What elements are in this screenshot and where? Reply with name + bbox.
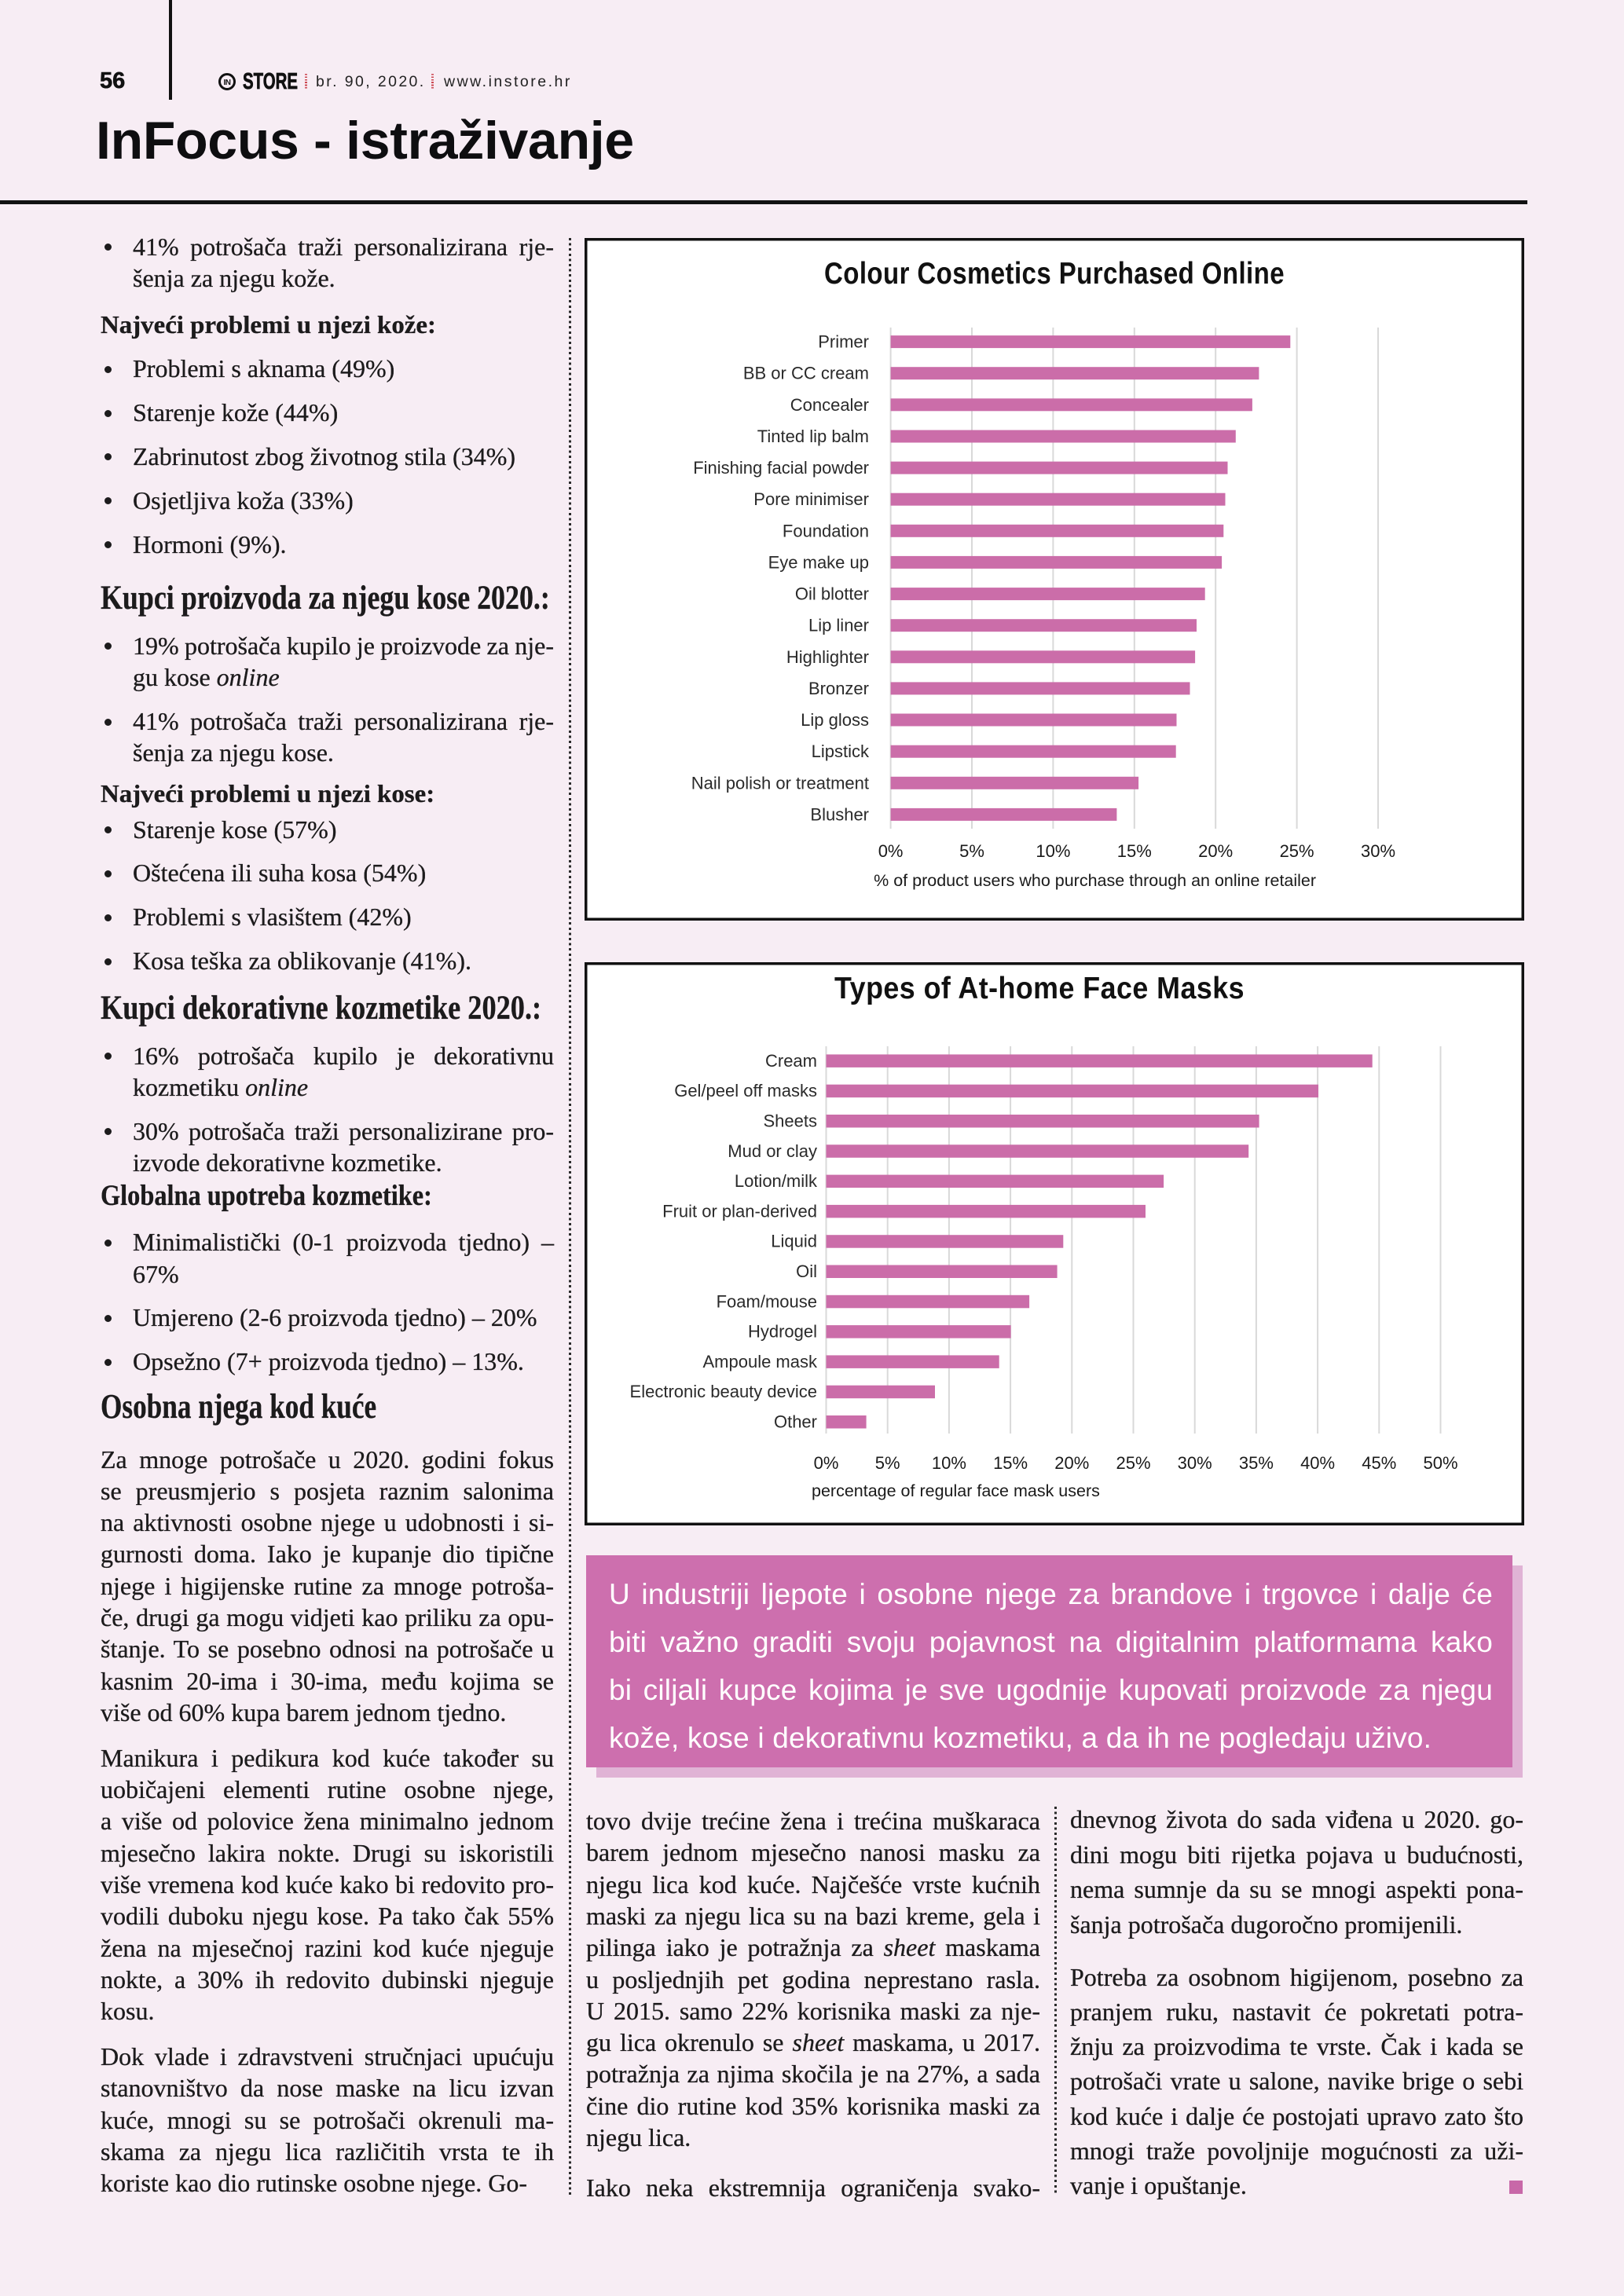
svg-text:Sheets: Sheets bbox=[764, 1111, 818, 1131]
svg-text:20%: 20% bbox=[1054, 1453, 1089, 1473]
svg-text:Tinted lip balm: Tinted lip balm bbox=[757, 427, 869, 446]
svg-text:Ampoule mask: Ampoule mask bbox=[702, 1352, 818, 1371]
svg-text:Electronic beauty device: Electronic beauty device bbox=[630, 1382, 817, 1401]
svg-text:Liquid: Liquid bbox=[771, 1232, 817, 1251]
svg-text:Cream: Cream bbox=[765, 1051, 817, 1071]
svg-text:20%: 20% bbox=[1198, 841, 1233, 861]
svg-text:Lip gloss: Lip gloss bbox=[801, 710, 869, 730]
svg-text:Pore minimiser: Pore minimiser bbox=[753, 489, 869, 509]
svg-text:Foundation: Foundation bbox=[783, 521, 869, 540]
svg-text:Bronzer: Bronzer bbox=[808, 679, 869, 698]
svg-text:Lotion/milk: Lotion/milk bbox=[735, 1171, 818, 1191]
svg-text:Blusher: Blusher bbox=[810, 804, 869, 824]
svg-text:50%: 50% bbox=[1423, 1453, 1457, 1473]
svg-text:Oil: Oil bbox=[796, 1262, 817, 1281]
svg-text:Highlighter: Highlighter bbox=[786, 647, 869, 667]
svg-text:Mud or clay: Mud or clay bbox=[728, 1141, 817, 1161]
svg-text:Concealer: Concealer bbox=[790, 395, 869, 415]
svg-text:Foam/mouse: Foam/mouse bbox=[717, 1291, 817, 1311]
svg-text:45%: 45% bbox=[1362, 1453, 1396, 1473]
svg-text:Nail polish or treatment: Nail polish or treatment bbox=[691, 773, 869, 793]
svg-text:25%: 25% bbox=[1116, 1453, 1150, 1473]
svg-text:Lip liner: Lip liner bbox=[808, 616, 869, 635]
svg-text:Finishing facial powder: Finishing facial powder bbox=[693, 458, 869, 478]
svg-text:5%: 5% bbox=[875, 1453, 900, 1473]
svg-text:percentage of regular face mas: percentage of regular face mask users bbox=[812, 1481, 1100, 1500]
svg-text:BB or CC cream: BB or CC cream bbox=[743, 364, 869, 383]
svg-text:0%: 0% bbox=[814, 1453, 839, 1473]
svg-text:Lipstick: Lipstick bbox=[812, 742, 870, 761]
svg-text:40%: 40% bbox=[1300, 1453, 1335, 1473]
svg-text:Hydrogel: Hydrogel bbox=[748, 1322, 817, 1342]
svg-text:25%: 25% bbox=[1280, 841, 1314, 861]
svg-text:Other: Other bbox=[774, 1412, 817, 1432]
svg-text:Gel/peel off masks: Gel/peel off masks bbox=[674, 1081, 817, 1100]
svg-text:35%: 35% bbox=[1239, 1453, 1274, 1473]
svg-text:Colour Cosmetics Purchased Onl: Colour Cosmetics Purchased Online bbox=[824, 257, 1285, 291]
svg-text:5%: 5% bbox=[959, 841, 984, 861]
svg-text:IN: IN bbox=[224, 79, 231, 87]
svg-text:15%: 15% bbox=[1117, 841, 1152, 861]
svg-text:% of product users who purchas: % of product users who purchase through … bbox=[874, 871, 1316, 890]
svg-text:30%: 30% bbox=[1178, 1453, 1212, 1473]
svg-text:Eye make up: Eye make up bbox=[768, 552, 869, 572]
svg-text:Oil blotter: Oil blotter bbox=[795, 584, 869, 604]
svg-text:Fruit or plan-derived: Fruit or plan-derived bbox=[662, 1201, 817, 1221]
svg-text:0%: 0% bbox=[878, 841, 904, 861]
svg-text:10%: 10% bbox=[1036, 841, 1070, 861]
svg-text:15%: 15% bbox=[993, 1453, 1028, 1473]
svg-text:Primer: Primer bbox=[818, 332, 869, 352]
svg-text:Types of At-home Face Masks: Types of At-home Face Masks bbox=[834, 972, 1245, 1005]
svg-text:10%: 10% bbox=[932, 1453, 966, 1473]
svg-text:30%: 30% bbox=[1361, 841, 1395, 861]
